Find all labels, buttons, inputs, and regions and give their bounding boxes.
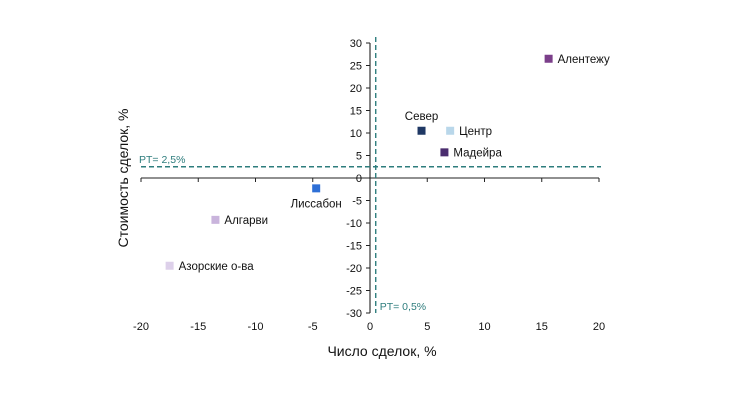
reference-label-horizontal: PT= 2,5% — [139, 154, 185, 166]
reference-lines: PT= 2,5% PT= 0,5% — [139, 37, 601, 313]
y-tick-label: 25 — [350, 61, 362, 73]
data-point-label: Алентежу — [558, 54, 610, 66]
y-tick-label: -15 — [346, 241, 362, 253]
x-tick-label: 20 — [593, 321, 605, 333]
y-tick-label: 5 — [356, 151, 362, 163]
data-point-label: Азорские о-ва — [179, 261, 255, 273]
data-point-marker — [312, 184, 321, 193]
data-point-label: Север — [405, 111, 438, 123]
data-point-marker — [211, 215, 220, 224]
x-tick-label: 10 — [478, 321, 490, 333]
data-points: Алентежу Север Центр Мадейра Лиссабон Алгарви… — [165, 54, 610, 273]
y-tick-label: -30 — [346, 308, 362, 320]
reference-label-vertical: PT= 0,5% — [380, 301, 426, 313]
data-point-label: Алгарви — [224, 215, 268, 227]
tick-labels: -20 -15 -10 -5 0 5 10 15 20 30 25 20 15 10 5 0 -5 -10 -15 -… — [133, 38, 605, 333]
y-tick-label: 30 — [350, 38, 362, 50]
y-tick-label: -25 — [346, 286, 362, 298]
x-tick-label: 5 — [424, 321, 430, 333]
y-tick-label: 20 — [350, 83, 362, 95]
y-tick-label: 15 — [350, 106, 362, 118]
y-tick-label: -20 — [346, 263, 362, 275]
y-tick-label: -5 — [352, 196, 362, 208]
data-point-label: Мадейра — [453, 147, 502, 159]
x-tick-label: -10 — [248, 321, 264, 333]
x-tick-label: -5 — [308, 321, 318, 333]
data-point-marker — [446, 126, 455, 135]
y-axis-title: Стоимость сделок, % — [115, 109, 131, 248]
data-point-marker — [165, 261, 174, 270]
x-axis-title: Число сделок, % — [327, 343, 436, 359]
data-point-label: Центр — [459, 126, 492, 138]
x-tick-label: -15 — [190, 321, 206, 333]
y-tick-label: 0 — [356, 173, 362, 185]
axes — [140, 42, 600, 314]
y-tick-label: 10 — [350, 128, 362, 140]
y-tick-label: -10 — [346, 218, 362, 230]
x-tick-label: 0 — [367, 321, 373, 333]
data-point-marker — [417, 126, 426, 135]
data-point-label: Лиссабон — [291, 198, 342, 210]
data-point-marker — [440, 148, 449, 157]
x-tick-label: 15 — [536, 321, 548, 333]
data-point-marker — [544, 54, 553, 63]
x-tick-label: -20 — [133, 321, 149, 333]
